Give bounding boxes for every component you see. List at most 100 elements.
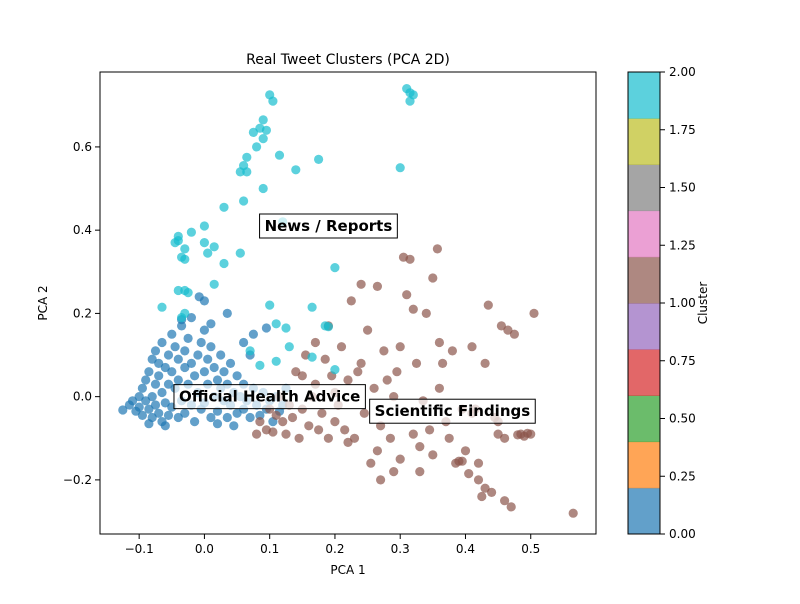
point-cluster-1 <box>310 337 320 348</box>
point-cluster-2 <box>248 127 258 137</box>
point-cluster-2 <box>307 352 317 362</box>
annotation: Official Health Advice <box>173 384 366 410</box>
point-cluster-2 <box>258 183 268 194</box>
point-cluster-1 <box>503 325 513 335</box>
colorbar-tick-label: 0.50 <box>669 412 696 426</box>
point-cluster-2 <box>242 152 252 162</box>
point-cluster-1 <box>359 408 369 418</box>
point-cluster-0 <box>212 419 223 429</box>
annotation: Scientific Findings <box>369 398 536 424</box>
point-cluster-1 <box>395 342 405 352</box>
point-cluster-1 <box>506 502 516 512</box>
point-cluster-2 <box>281 323 291 333</box>
point-cluster-2 <box>255 123 265 133</box>
point-cluster-0 <box>180 362 190 373</box>
point-cluster-2 <box>258 115 268 125</box>
point-cluster-0 <box>154 371 164 381</box>
point-cluster-1 <box>252 429 262 439</box>
point-cluster-1 <box>304 421 314 431</box>
point-cluster-0 <box>167 329 177 339</box>
point-cluster-0 <box>160 421 170 431</box>
point-cluster-1 <box>369 383 379 393</box>
point-cluster-0 <box>180 408 190 418</box>
point-cluster-0 <box>206 342 216 352</box>
point-cluster-1 <box>278 417 288 427</box>
point-cluster-1 <box>353 367 363 377</box>
point-cluster-0 <box>170 342 180 352</box>
annotation-label: Scientific Findings <box>375 402 531 420</box>
x-tick-label: 0.5 <box>521 542 540 556</box>
point-cluster-2 <box>209 279 219 289</box>
point-cluster-2 <box>307 302 317 312</box>
point-cluster-2 <box>255 360 265 370</box>
point-cluster-0 <box>261 323 271 333</box>
point-cluster-0 <box>199 325 209 335</box>
point-cluster-1 <box>411 358 422 368</box>
point-cluster-0 <box>163 379 174 389</box>
point-cluster-0 <box>147 354 157 364</box>
point-cluster-0 <box>150 400 161 410</box>
point-cluster-2 <box>173 285 183 296</box>
y-tick-label: 0.6 <box>73 140 92 154</box>
point-cluster-0 <box>183 333 193 343</box>
point-cluster-2 <box>180 244 190 254</box>
point-cluster-2 <box>265 300 275 310</box>
point-cluster-0 <box>222 308 232 318</box>
colorbar-label: Cluster <box>696 282 710 325</box>
colorbar-tick-label: 1.75 <box>669 123 696 137</box>
point-cluster-1 <box>529 308 539 318</box>
colorbar-segment <box>628 118 660 165</box>
point-cluster-1 <box>271 410 281 420</box>
point-cluster-1 <box>467 342 477 352</box>
point-cluster-1 <box>398 252 409 262</box>
point-cluster-0 <box>199 296 209 306</box>
point-cluster-1 <box>372 446 382 456</box>
point-cluster-0 <box>157 337 167 348</box>
point-cluster-1 <box>261 425 271 435</box>
point-cluster-2 <box>235 167 245 177</box>
annotation-box <box>369 398 536 424</box>
point-cluster-2 <box>271 356 281 366</box>
point-cluster-2 <box>242 167 252 177</box>
annotation-label: Official Health Advice <box>179 388 360 406</box>
point-cluster-0 <box>144 367 154 377</box>
point-cluster-1 <box>343 437 353 447</box>
point-cluster-0 <box>225 358 236 368</box>
point-cluster-1 <box>483 300 493 310</box>
point-cluster-0 <box>163 410 174 420</box>
point-cluster-1 <box>346 296 356 306</box>
point-cluster-1 <box>317 408 327 418</box>
point-cluster-1 <box>428 450 438 460</box>
point-cluster-0 <box>229 421 239 431</box>
point-cluster-0 <box>177 321 187 331</box>
point-cluster-1 <box>363 325 373 335</box>
point-cluster-2 <box>245 346 255 356</box>
point-cluster-1 <box>408 429 418 439</box>
x-axis-label: PCA 1 <box>330 563 365 577</box>
point-cluster-2 <box>330 263 340 273</box>
plot-area <box>99 71 597 535</box>
chart-title: Real Tweet Clusters (PCA 2D) <box>246 52 450 68</box>
point-cluster-2 <box>199 221 209 231</box>
colorbar-tick-label: 0.25 <box>669 469 696 483</box>
point-cluster-2 <box>203 248 213 258</box>
point-cluster-0 <box>144 419 154 429</box>
point-cluster-1 <box>434 337 444 348</box>
point-cluster-2 <box>219 202 229 212</box>
point-cluster-1 <box>460 446 471 456</box>
point-cluster-0 <box>137 410 147 420</box>
point-cluster-0 <box>239 337 249 348</box>
point-cluster-2 <box>258 134 268 144</box>
point-cluster-0 <box>134 392 144 402</box>
colorbar-tick-label: 1.50 <box>669 181 696 195</box>
colorbar-segment <box>628 256 660 304</box>
point-cluster-1 <box>382 375 392 385</box>
point-cluster-2 <box>209 242 219 252</box>
point-cluster-0 <box>186 358 196 368</box>
scatter-points <box>118 84 578 518</box>
point-cluster-1 <box>395 454 405 464</box>
point-cluster-1 <box>438 358 448 368</box>
cluster-annotations: News / Reports Official Health Advice Scie… <box>173 213 536 424</box>
point-cluster-1 <box>496 321 506 331</box>
point-cluster-1 <box>425 425 435 435</box>
